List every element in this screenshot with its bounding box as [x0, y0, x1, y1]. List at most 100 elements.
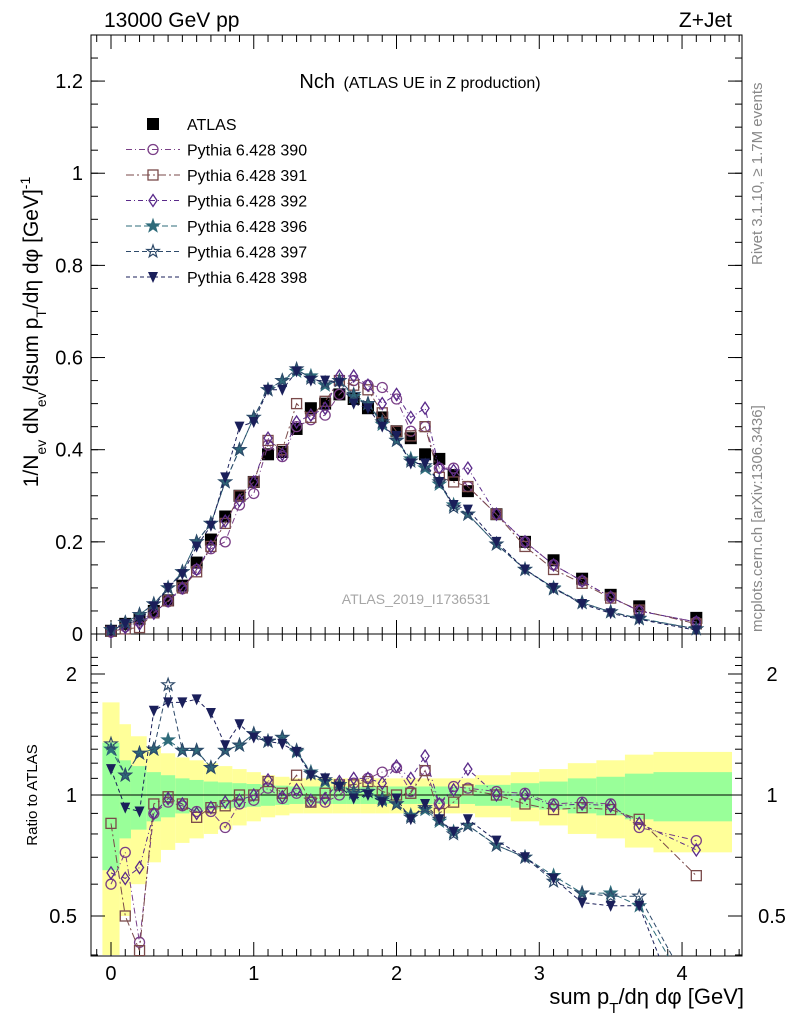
- series-line: [110, 684, 673, 956]
- data-point: [634, 900, 645, 912]
- data-point: [548, 798, 559, 813]
- stat-band-segment: [624, 773, 654, 820]
- ratio-y-tick-label: 1: [66, 785, 77, 807]
- ratio-series-pythia-6-428-397: [103, 676, 673, 956]
- main-y-axis-title: 1/Nev dNev/dsum pT/dη dφ [GeV]-1: [17, 177, 49, 488]
- x-tick-label: 3: [534, 963, 545, 985]
- data-point: [390, 393, 403, 405]
- data-point: [291, 414, 302, 430]
- data-point: [320, 773, 331, 785]
- data-point: [276, 787, 288, 799]
- x-tick-label: 0: [105, 963, 116, 985]
- data-point: [405, 814, 416, 826]
- x-axis-title: sum pT/dη dφ [GeV]: [549, 984, 744, 1017]
- x-axis-title-text: sum pT/dη dφ [GeV]: [549, 984, 744, 1017]
- data-point: [462, 504, 473, 516]
- data-point: [605, 589, 616, 605]
- data-point: [448, 826, 459, 838]
- data-point: [320, 791, 330, 806]
- data-point: [205, 707, 216, 719]
- data-point: [163, 582, 174, 594]
- data-point: [190, 566, 203, 578]
- data-point: [319, 395, 331, 407]
- legend-marker: [148, 272, 158, 283]
- data-point: [405, 430, 417, 442]
- data-point: [234, 719, 245, 731]
- data-point: [149, 806, 159, 821]
- main-series-pythia-6-428-398: [105, 366, 702, 637]
- data-point: [574, 884, 591, 900]
- ratio-axes: 0 1 2 3 4 0.5 0.5 1 1 2 2: [49, 633, 786, 985]
- stat-band-segment: [130, 766, 147, 830]
- data-point: [277, 447, 288, 462]
- data-point: [219, 821, 231, 834]
- data-point: [231, 441, 248, 457]
- legend-marker: [147, 143, 159, 156]
- data-point: [131, 744, 148, 760]
- data-point: [348, 398, 359, 410]
- data-point: [405, 458, 416, 470]
- data-point: [291, 366, 302, 378]
- data-point: [447, 780, 460, 793]
- main-y-tick-label: 1: [72, 163, 83, 185]
- analysis-watermark: ATLAS_2019_I1736531: [342, 591, 491, 607]
- ratio-y-tick-label-right: 2: [766, 664, 777, 686]
- data-point: [602, 887, 619, 904]
- data-point: [277, 738, 288, 750]
- data-point: [263, 384, 274, 396]
- data-point: [248, 474, 259, 490]
- data-point: [219, 517, 231, 530]
- main-axes: 0 0.2 0.4 0.6 0.8 1 1.2: [55, 34, 743, 646]
- data-point: [362, 790, 373, 801]
- data-point: [134, 616, 145, 632]
- main-title: Nch (ATLAS UE in Z production): [299, 71, 540, 93]
- data-point: [448, 463, 459, 478]
- data-point: [262, 434, 274, 447]
- legend-label: Pythia 6.428 390: [187, 143, 307, 160]
- data-point: [262, 782, 274, 794]
- data-point: [420, 748, 430, 764]
- data-point: [248, 417, 259, 429]
- data-point: [277, 789, 288, 804]
- main-y-tick-label: 1.2: [55, 71, 83, 93]
- data-point: [419, 764, 431, 777]
- data-point: [220, 794, 230, 810]
- legend-label: Pythia 6.428 398: [187, 270, 307, 287]
- main-y-tick-label: 0.8: [55, 255, 83, 277]
- data-point: [605, 803, 617, 816]
- data-point: [448, 499, 459, 511]
- stat-band-segment: [119, 760, 131, 839]
- main-y-tick-label: 0.4: [55, 440, 83, 462]
- ratio-y-tick-label-right: 1: [766, 785, 777, 807]
- data-point: [691, 842, 702, 858]
- data-point: [133, 944, 146, 956]
- data-point: [319, 409, 331, 421]
- data-point: [306, 793, 316, 808]
- data-point: [377, 797, 388, 809]
- stat-band-segment: [653, 772, 733, 822]
- data-point: [248, 787, 259, 803]
- data-point: [134, 615, 145, 627]
- main-y-tick-label: 0.2: [55, 532, 83, 554]
- data-point: [105, 625, 116, 637]
- data-point: [120, 871, 131, 886]
- data-point: [105, 764, 116, 776]
- data-point: [277, 384, 288, 396]
- x-tick-label: 2: [391, 963, 402, 985]
- data-point: [320, 375, 331, 387]
- ratio-y-tick-label: 0.5: [49, 906, 77, 928]
- legend-label: Pythia 6.428 392: [187, 194, 307, 211]
- legend-entry-pythia-6-428-391: Pythia 6.428 391: [126, 168, 307, 185]
- data-point: [491, 787, 502, 803]
- data-point: [206, 539, 216, 554]
- data-point: [217, 742, 234, 758]
- x-tick-label: 1: [248, 963, 259, 985]
- x-tick-label: 4: [676, 963, 687, 985]
- legend-marker: [145, 243, 161, 259]
- data-point: [174, 742, 191, 758]
- data-point: [491, 536, 502, 548]
- data-point: [202, 759, 219, 775]
- stat-band-segment: [539, 781, 568, 810]
- data-point: [163, 791, 173, 806]
- ratio-y-tick-label-right: 0.5: [758, 906, 786, 928]
